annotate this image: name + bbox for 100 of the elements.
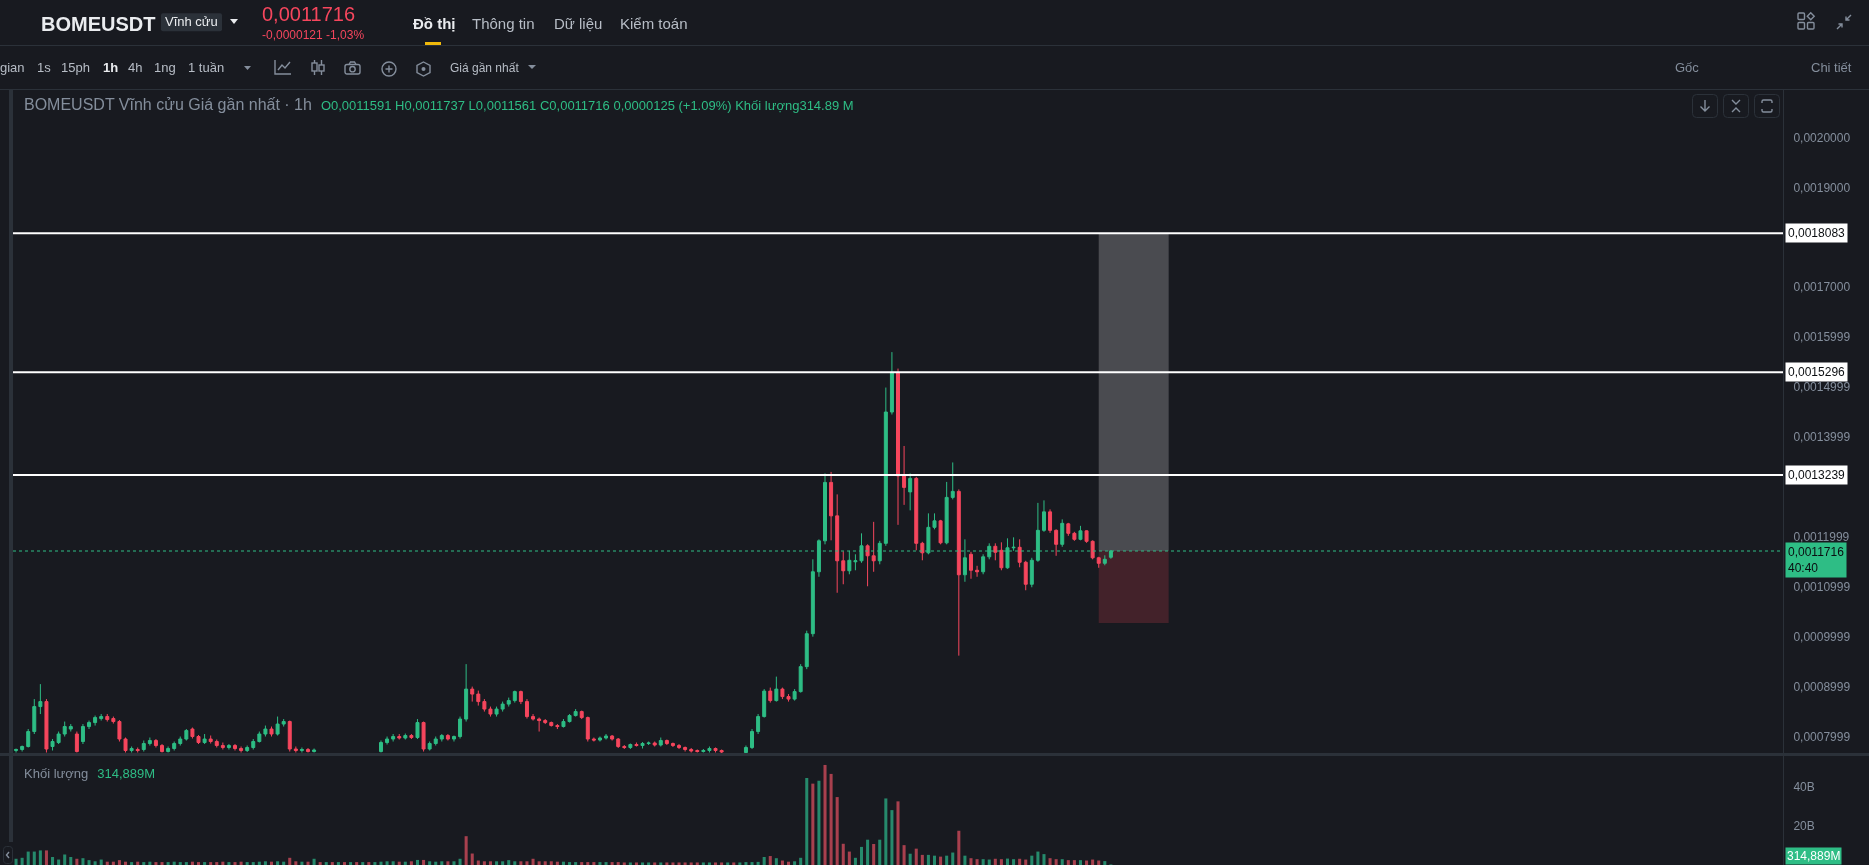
candlestick <box>494 706 499 718</box>
bar <box>932 855 937 865</box>
bar <box>525 861 529 865</box>
candlestick <box>470 686 475 703</box>
bar <box>294 861 298 865</box>
bar <box>592 862 596 865</box>
bar <box>306 861 310 865</box>
bar <box>835 797 839 865</box>
y-tick-label: 20B <box>1793 819 1815 834</box>
text: gian <box>0 60 25 76</box>
bar <box>391 861 395 865</box>
text: 314,889M <box>97 766 156 782</box>
candlestick <box>239 746 244 754</box>
candlestick <box>208 735 213 745</box>
bar <box>203 862 207 865</box>
bar <box>32 851 36 865</box>
bar <box>300 861 304 865</box>
bar <box>963 855 967 865</box>
candlestick <box>975 565 980 578</box>
bar <box>324 862 328 865</box>
bar <box>26 851 30 865</box>
bar <box>501 861 505 865</box>
candlestick <box>245 745 250 752</box>
candlestick <box>999 541 1004 571</box>
candlestick <box>202 733 207 744</box>
candlestick <box>810 558 815 638</box>
bar <box>184 862 188 865</box>
bar <box>495 861 499 865</box>
bar <box>1036 851 1040 865</box>
candlestick <box>178 736 183 747</box>
bar <box>659 862 663 865</box>
candlestick <box>835 493 840 594</box>
bar <box>610 862 614 865</box>
bar <box>20 857 24 865</box>
text: 1h <box>103 60 119 76</box>
candlestick <box>604 733 609 741</box>
bar <box>1103 861 1107 865</box>
text: 15ph <box>61 60 90 76</box>
bar <box>422 859 426 865</box>
bar <box>227 862 231 865</box>
candlestick <box>610 735 615 742</box>
bar <box>555 861 559 865</box>
candlestick <box>427 741 432 750</box>
ref-line-label: 0,0015296 <box>1788 365 1846 379</box>
text: 1s <box>37 60 51 76</box>
bar <box>823 764 827 865</box>
candlestick <box>993 542 998 561</box>
bar <box>81 858 85 865</box>
bar <box>908 853 912 865</box>
bar <box>543 861 547 865</box>
bar <box>373 862 377 865</box>
candlestick <box>99 713 104 722</box>
bar <box>999 859 1003 865</box>
y-tick-label: 0,0017000 <box>1793 280 1851 295</box>
bar <box>1048 858 1052 865</box>
bar <box>884 798 888 865</box>
bar <box>628 862 632 865</box>
candlestick <box>531 713 536 722</box>
bar <box>507 860 511 865</box>
candlestick <box>950 461 955 500</box>
candlestick <box>87 720 92 730</box>
candlestick <box>506 697 511 708</box>
candlestick <box>415 718 420 740</box>
candlestick <box>1048 508 1053 534</box>
bar <box>762 857 766 865</box>
candlestick <box>214 739 219 749</box>
candlestick <box>141 740 146 753</box>
candlestick <box>518 690 523 705</box>
bar <box>124 861 128 865</box>
candlestick <box>421 721 426 753</box>
bar <box>890 810 894 865</box>
bar <box>1072 860 1076 865</box>
candlestick <box>129 746 134 754</box>
text: Khối lượng <box>24 766 89 782</box>
candlestick <box>26 728 31 749</box>
bar <box>245 862 249 865</box>
candlestick <box>269 726 274 738</box>
bar <box>403 861 407 865</box>
bar <box>957 830 961 865</box>
bar <box>69 857 73 865</box>
bar <box>677 862 681 865</box>
candlestick <box>1072 532 1077 542</box>
candlestick <box>1029 557 1034 588</box>
bar <box>878 839 882 865</box>
bar <box>257 861 261 865</box>
candlestick <box>433 736 438 747</box>
candlestick <box>634 742 639 748</box>
bar <box>336 862 340 865</box>
candlestick <box>1060 518 1065 548</box>
candlestick <box>257 731 262 744</box>
y-tick-label: 0,0020000 <box>1793 130 1851 145</box>
candlestick <box>689 747 694 754</box>
bar <box>111 861 115 865</box>
text: 4h <box>128 60 143 76</box>
bar <box>945 855 949 865</box>
bar <box>318 862 322 865</box>
bar <box>805 777 809 865</box>
bar <box>251 862 255 865</box>
bar <box>793 861 797 865</box>
candlestick <box>1090 539 1095 560</box>
